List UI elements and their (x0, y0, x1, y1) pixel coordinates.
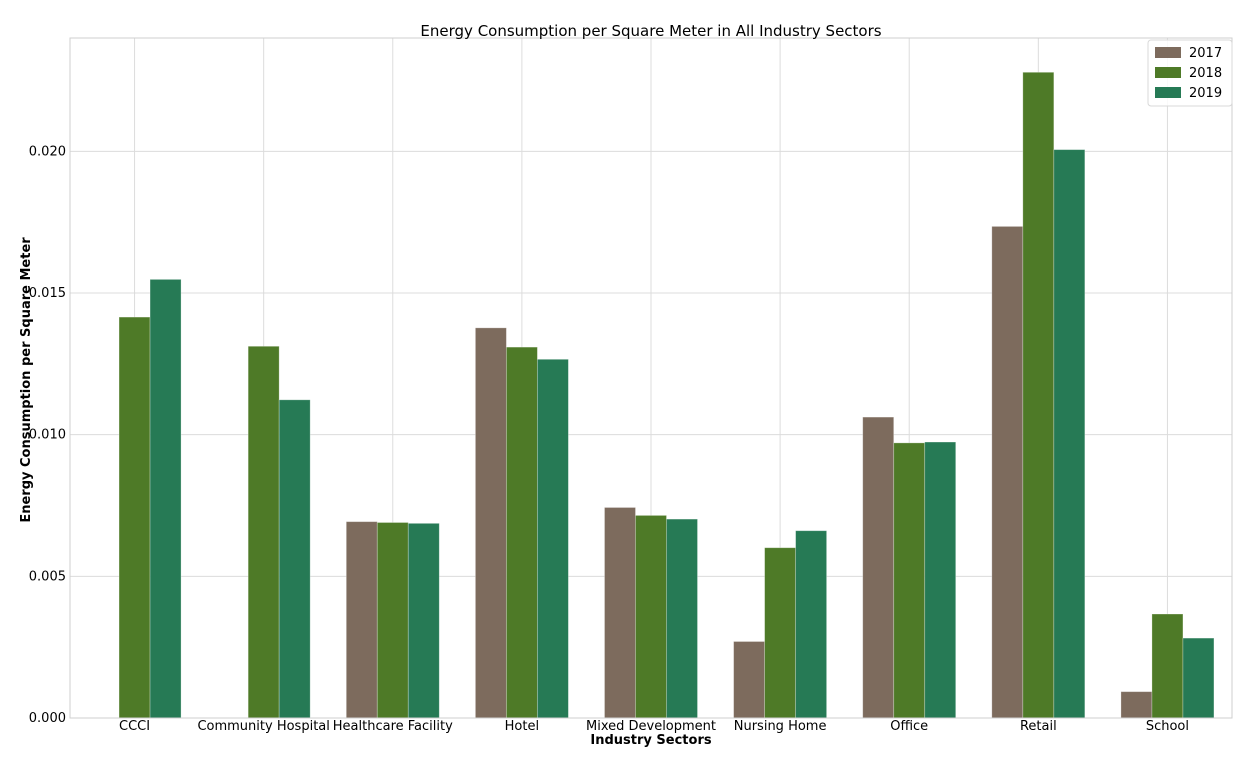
legend-swatch-2019 (1155, 87, 1181, 98)
x-axis-ticks: CCCI Community Hospital Healthcare Facilit… (119, 719, 1189, 734)
bar-2017-office (862, 416, 895, 719)
bar-2017-mixed-development (604, 507, 636, 719)
bar-2019-ccci (149, 278, 182, 719)
x-tick-label: Community Hospital (197, 719, 329, 734)
bar-2019-office (924, 441, 957, 719)
x-tick-label: Hotel (505, 719, 539, 734)
legend-label-2019: 2019 (1189, 86, 1222, 101)
y-tick-label: 0.020 (29, 144, 66, 159)
bar-2018-nursing-home (764, 547, 797, 719)
bar-2019-retail (1053, 149, 1086, 719)
x-tick-label: CCCI (119, 719, 150, 734)
bar-2019-mixed-development (666, 518, 698, 719)
y-tick-label: 0.010 (29, 428, 66, 443)
bar-2019-hotel (536, 358, 569, 719)
bar-2017-school (1120, 691, 1153, 719)
x-tick-label: School (1146, 719, 1189, 734)
bar-2018-school (1151, 613, 1184, 719)
legend-label-2018: 2018 (1189, 66, 1222, 81)
x-tick-label: Healthcare Facility (333, 719, 453, 734)
x-tick-label: Mixed Development (586, 719, 716, 734)
bar-2017-nursing-home (733, 641, 766, 719)
bars (118, 71, 1215, 719)
bar-2018-office (893, 442, 926, 719)
bar-2017-healthcare-facility (345, 521, 378, 719)
bar-2019-healthcare-facility (407, 522, 440, 719)
y-tick-label: 0.005 (29, 569, 66, 584)
x-tick-label: Nursing Home (734, 719, 827, 734)
x-axis-label: Industry Sectors (590, 733, 711, 748)
bar-2018-retail (1022, 71, 1055, 719)
bar-2019-nursing-home (795, 530, 828, 719)
bar-2018-ccci (118, 316, 151, 719)
bar-2019-community-hospital (278, 399, 311, 719)
bar-2018-mixed-development (635, 515, 667, 719)
legend-swatch-2017 (1155, 47, 1181, 58)
bar-2019-school (1182, 637, 1215, 719)
bar-2017-retail (991, 226, 1024, 719)
y-tick-label: 0.015 (29, 286, 66, 301)
bar-2017-hotel (474, 327, 507, 719)
y-tick-label: 0.000 (29, 711, 66, 726)
legend: 2017 2018 2019 (1147, 39, 1233, 107)
legend-label-2017: 2017 (1189, 46, 1222, 61)
legend-swatch-2018 (1155, 67, 1181, 78)
x-tick-label: Office (890, 719, 928, 734)
x-tick-label: Retail (1020, 719, 1057, 734)
y-axis-label: Energy Consumption per Square Meter (19, 237, 34, 523)
bar-2018-hotel (505, 346, 538, 719)
chart-title: Energy Consumption per Square Meter in A… (420, 22, 881, 40)
plot-frame (69, 37, 1233, 719)
y-axis-ticks: 0.000 0.005 0.010 0.015 0.020 (29, 144, 66, 726)
bar-2018-community-hospital (247, 345, 280, 719)
bar-2018-healthcare-facility (376, 522, 409, 719)
